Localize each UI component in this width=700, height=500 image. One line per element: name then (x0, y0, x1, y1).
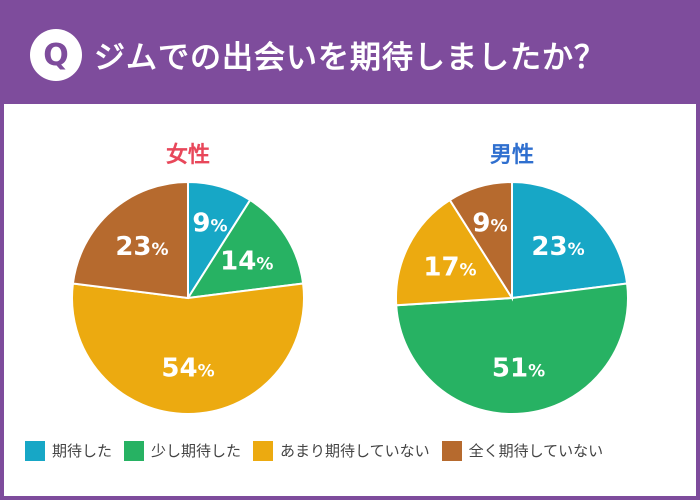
legend: 期待した 少し期待した あまり期待していない 全く期待していない (25, 440, 615, 461)
data-label: 54% (161, 354, 214, 384)
chart-title: 女性 (166, 142, 210, 168)
data-label: 23% (115, 232, 168, 262)
legend-label: 期待した (52, 442, 113, 460)
legend-label: あまり期待していない (280, 442, 430, 460)
pie-slice (395, 282, 629, 415)
legend-swatch (441, 440, 462, 461)
pie-slice (448, 180, 513, 302)
pie-slice (511, 180, 629, 300)
legend-label: 少し期待した (151, 442, 242, 460)
legend-item: 全く期待していない (441, 440, 604, 461)
page-title: ジムでの出会いを期待しましたか？ (94, 40, 606, 76)
q-badge: Q (30, 29, 82, 81)
legend-item: あまり期待していない (253, 440, 430, 461)
chart-title: 男性 (490, 143, 534, 168)
legend-item: 少し期待した (124, 440, 241, 461)
legend-swatch (25, 440, 45, 461)
header: Q ジムでの出会いを期待しましたか？ (0, 0, 700, 104)
legend-swatch (253, 440, 274, 461)
pie-slice (186, 198, 305, 300)
legend-swatch (124, 440, 145, 461)
legend-item: 期待した (25, 440, 112, 461)
legend-label: 全く期待していない (468, 442, 604, 460)
pie-slice (71, 282, 305, 416)
pie-slice (71, 180, 189, 300)
pie-slice (395, 198, 514, 307)
